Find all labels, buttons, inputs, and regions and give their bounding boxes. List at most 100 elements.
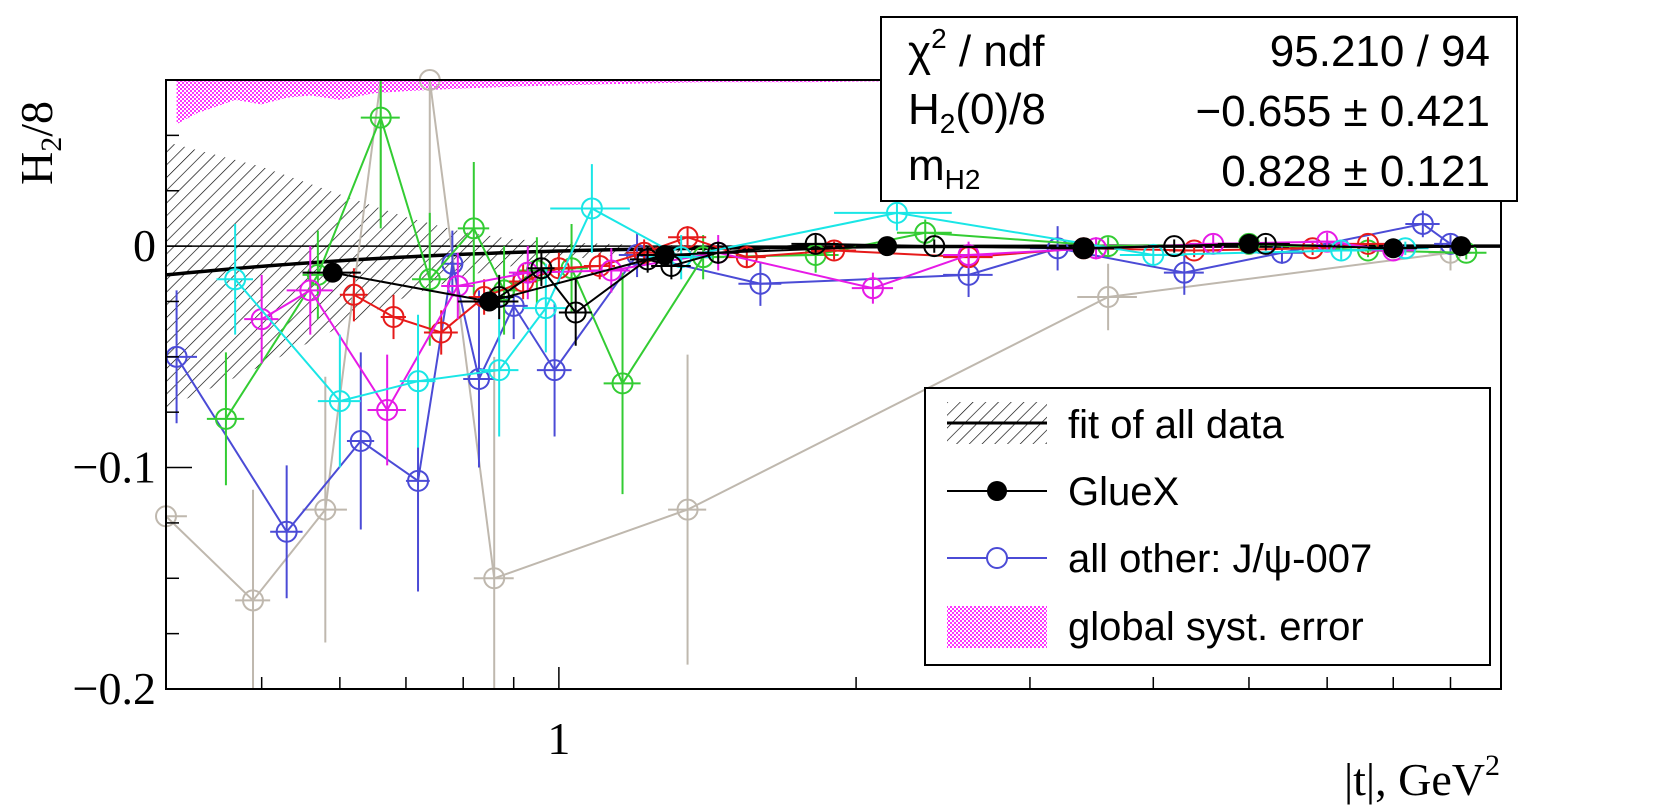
data-point: [580, 197, 603, 220]
data-point: [1451, 236, 1472, 257]
data-point: [349, 429, 372, 452]
legend-fit-label: fit of all data: [1068, 403, 1284, 447]
data-point: [564, 301, 587, 324]
legend-syst-swatch: [947, 606, 1047, 648]
data-point: [1073, 238, 1094, 259]
data-point: [1383, 238, 1404, 259]
data-point: [1142, 243, 1165, 266]
data-point: [299, 279, 322, 302]
legend-other-label: all other: J/ψ-007: [1068, 537, 1372, 581]
legend-syst-label: global syst. error: [1068, 605, 1364, 649]
data-point: [376, 398, 399, 421]
data-point: [242, 589, 265, 612]
data-point: [588, 255, 611, 278]
data-point: [1330, 239, 1353, 262]
series-blue: [165, 210, 1467, 599]
series-gluex: [302, 233, 1501, 312]
legend-gluex-marker: [987, 481, 1007, 501]
stat-m-label: mH2: [908, 141, 980, 195]
series-line: [175, 222, 1452, 534]
x-label-sup: 2: [1485, 749, 1500, 782]
data-point: [543, 359, 566, 382]
chi-sup: 2: [931, 23, 947, 54]
data-point: [654, 244, 675, 265]
plot-frame: [165, 79, 1502, 690]
data-point: [1097, 286, 1120, 309]
data-point: [275, 520, 298, 543]
stat-m-value: 0.828 ± 0.121: [1221, 147, 1490, 196]
data-point: [877, 236, 898, 257]
m-sub: H2: [945, 164, 981, 195]
data-point: [314, 498, 337, 521]
data-point: [488, 359, 511, 382]
stat-h2-label: H2(0)/8: [908, 85, 1046, 139]
data-point: [1301, 237, 1324, 260]
syst-band-area: [176, 80, 1501, 125]
data-point: [804, 232, 827, 255]
legend-entry-fit: fit of all data: [947, 402, 1284, 447]
data-point: [516, 261, 539, 284]
data-point: [322, 262, 343, 283]
data-point: [407, 469, 430, 492]
y-label-main: H: [11, 152, 62, 185]
data-point: [1238, 233, 1259, 254]
data-point: [418, 268, 441, 291]
data-point: [1173, 261, 1196, 284]
stat-chi-label: χ2 / ndf: [908, 23, 1045, 76]
y-axis-label: H2/8: [11, 101, 68, 185]
series-cyan: [216, 164, 1429, 468]
h2-rest: (0)/8: [955, 85, 1045, 134]
legend-entry-other: all other: J/ψ-007: [947, 537, 1372, 581]
chi-rest: / ndf: [947, 27, 1046, 76]
data-point: [483, 567, 506, 590]
data-point: [382, 305, 405, 328]
data-point: [493, 279, 516, 302]
data-point: [611, 372, 634, 395]
data-point: [749, 272, 772, 295]
data-point: [479, 291, 500, 312]
axis-ticks: 1 0 −0.1 −0.2: [73, 79, 1502, 764]
data-point: [957, 243, 980, 266]
data-point: [534, 297, 557, 320]
data-point: [328, 390, 351, 413]
stats-box: χ2 / ndf 95.210 / 94 H2(0)/8 −0.655 ± 0.…: [880, 16, 1518, 202]
legend-entry-gluex: GlueX: [947, 470, 1179, 514]
h2-sub: 2: [940, 108, 956, 139]
x-label-main: |t|, GeV: [1344, 754, 1485, 805]
data-point: [530, 257, 553, 280]
data-point: [467, 367, 490, 390]
legend-gluex-label: GlueX: [1068, 470, 1179, 514]
data-point: [861, 277, 884, 300]
data-point: [369, 106, 392, 129]
stats-box-frame: [880, 16, 1518, 202]
legend-entry-syst: global syst. error: [947, 605, 1364, 649]
data-point: [676, 226, 699, 249]
stat-h2-value: −0.655 ± 0.421: [1195, 87, 1490, 136]
data-point: [224, 268, 247, 291]
legend: fit of all data GlueX all other: J/ψ-007…: [924, 387, 1491, 666]
y-tick-label: −0.2: [73, 663, 156, 714]
series-line: [353, 236, 1369, 334]
data-series: [155, 69, 1501, 689]
data-point: [600, 259, 623, 282]
data-point: [1357, 232, 1380, 255]
chi-symbol: χ: [908, 27, 931, 76]
data-point: [676, 498, 699, 521]
y-tick-label: −0.1: [73, 442, 156, 493]
data-point: [407, 370, 430, 393]
data-point: [214, 407, 237, 430]
y-label-sub: 2: [35, 137, 68, 152]
data-point: [885, 201, 908, 224]
data-point: [462, 217, 485, 240]
stat-chi-value: 95.210 / 94: [1270, 27, 1490, 76]
data-point: [1411, 212, 1434, 235]
m-symbol: m: [908, 141, 945, 190]
h2-symbol: H: [908, 85, 940, 134]
x-tick-label: 1: [547, 713, 570, 764]
y-tick-label: 0: [133, 220, 156, 271]
x-axis-label: |t|, GeV2: [1344, 749, 1500, 805]
y-label-rest: /8: [11, 101, 62, 137]
data-point: [342, 283, 365, 306]
